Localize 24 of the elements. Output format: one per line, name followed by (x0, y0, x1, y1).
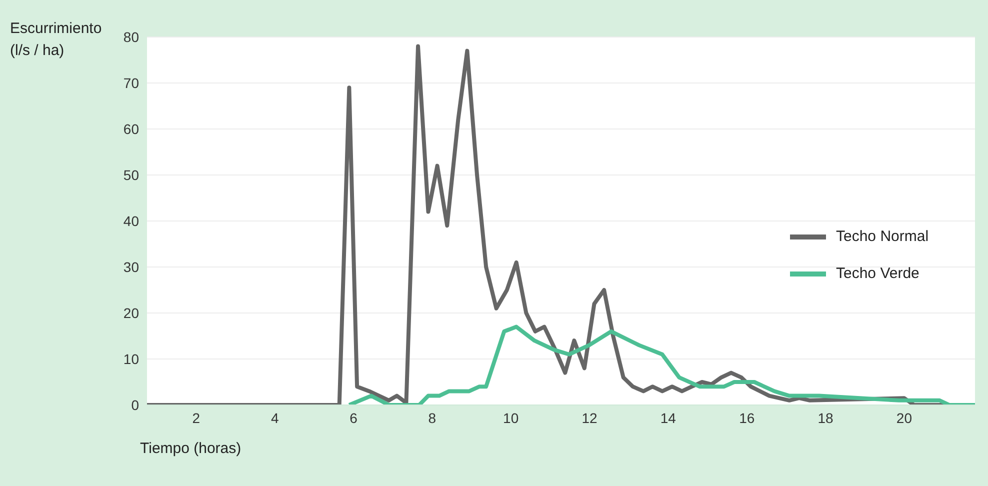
y-tick-label: 60 (123, 120, 140, 137)
x-tick-label: 8 (428, 410, 436, 426)
x-tick-label: 12 (582, 410, 598, 426)
line-series (347, 324, 975, 405)
legend-label: Techo Normal (836, 228, 929, 245)
x-tick-label: 4 (270, 410, 279, 426)
x-tick-label: 20 (896, 410, 912, 426)
y-tick-label: 10 (123, 350, 140, 367)
y-tick-label: 30 (123, 258, 140, 275)
x-tick-label: 16 (739, 410, 755, 426)
x-tick-label: 2 (192, 410, 200, 426)
y-tick-label: 0 (131, 396, 140, 413)
x-tick-label: 10 (503, 410, 519, 426)
x-axis-title: Tiempo (horas) (140, 440, 242, 457)
x-tick-label: 6 (350, 410, 358, 426)
y-tick-label: 40 (123, 212, 140, 229)
x-tick-label: 14 (660, 410, 676, 426)
y-tick-label: 80 (123, 28, 140, 45)
legend-label: Techo Verde (836, 265, 920, 282)
y-axis-title: Escurrimiento (l/s / ha) (10, 19, 103, 61)
y-tick-label: 70 (123, 74, 140, 91)
y-tick-label: 50 (123, 166, 140, 183)
y-tick-label: 20 (123, 304, 140, 321)
x-tick-label: 18 (818, 410, 834, 426)
